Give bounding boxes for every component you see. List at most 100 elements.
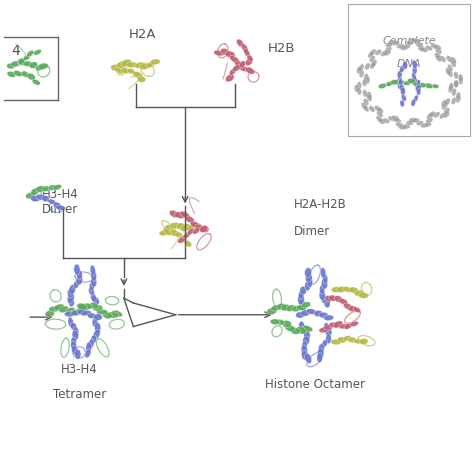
Ellipse shape <box>348 337 356 343</box>
Text: Histone Octamer: Histone Octamer <box>265 378 365 392</box>
Ellipse shape <box>374 106 381 112</box>
Ellipse shape <box>319 327 329 333</box>
Ellipse shape <box>27 73 36 80</box>
Ellipse shape <box>386 82 392 86</box>
Ellipse shape <box>307 309 317 314</box>
Ellipse shape <box>343 287 352 292</box>
Ellipse shape <box>304 331 310 340</box>
Ellipse shape <box>359 70 364 77</box>
Ellipse shape <box>102 312 112 319</box>
Ellipse shape <box>391 80 400 85</box>
Ellipse shape <box>426 118 433 123</box>
Ellipse shape <box>71 323 77 331</box>
Ellipse shape <box>449 82 454 90</box>
Ellipse shape <box>296 305 307 310</box>
Ellipse shape <box>458 77 463 84</box>
Ellipse shape <box>232 64 241 72</box>
Ellipse shape <box>331 339 341 345</box>
Ellipse shape <box>296 327 307 334</box>
Ellipse shape <box>396 122 403 127</box>
Ellipse shape <box>349 287 359 293</box>
Ellipse shape <box>399 84 404 91</box>
Text: H2A: H2A <box>129 28 156 41</box>
Ellipse shape <box>48 199 56 204</box>
Ellipse shape <box>91 293 96 302</box>
Ellipse shape <box>440 56 446 62</box>
Ellipse shape <box>31 188 39 195</box>
Ellipse shape <box>239 65 248 72</box>
Ellipse shape <box>451 97 456 104</box>
Ellipse shape <box>409 118 417 122</box>
Ellipse shape <box>281 304 290 311</box>
Ellipse shape <box>364 73 368 81</box>
Ellipse shape <box>72 330 79 340</box>
Ellipse shape <box>247 55 253 62</box>
Ellipse shape <box>406 41 414 45</box>
Ellipse shape <box>376 111 383 117</box>
Ellipse shape <box>415 82 419 90</box>
Ellipse shape <box>397 44 404 48</box>
Ellipse shape <box>164 228 171 236</box>
Ellipse shape <box>363 105 369 112</box>
Ellipse shape <box>446 68 450 75</box>
Ellipse shape <box>112 310 122 317</box>
Ellipse shape <box>319 285 325 294</box>
Ellipse shape <box>59 306 68 313</box>
Ellipse shape <box>388 40 395 45</box>
Ellipse shape <box>93 329 100 339</box>
Ellipse shape <box>418 46 425 51</box>
Text: Dimer: Dimer <box>293 225 330 238</box>
Ellipse shape <box>331 287 342 292</box>
Text: Complete: Complete <box>382 36 436 46</box>
Ellipse shape <box>369 106 375 112</box>
Ellipse shape <box>407 78 416 83</box>
Ellipse shape <box>42 186 50 191</box>
Ellipse shape <box>357 88 362 95</box>
Ellipse shape <box>362 79 367 86</box>
Ellipse shape <box>398 80 404 85</box>
Ellipse shape <box>321 278 328 289</box>
Ellipse shape <box>32 79 40 85</box>
Ellipse shape <box>403 81 411 85</box>
Ellipse shape <box>378 118 385 124</box>
Ellipse shape <box>277 303 286 310</box>
Ellipse shape <box>392 116 399 120</box>
Text: DNA: DNA <box>397 59 421 69</box>
Ellipse shape <box>193 223 201 229</box>
Ellipse shape <box>397 77 402 84</box>
Ellipse shape <box>452 89 456 96</box>
Ellipse shape <box>127 62 137 68</box>
Text: H3-H4: H3-H4 <box>61 363 98 376</box>
Ellipse shape <box>299 291 304 300</box>
Ellipse shape <box>425 83 433 89</box>
Ellipse shape <box>85 349 91 358</box>
Ellipse shape <box>241 44 248 52</box>
Ellipse shape <box>417 88 421 95</box>
Ellipse shape <box>110 64 122 71</box>
Ellipse shape <box>454 80 458 88</box>
Text: H3-H4
Dimer: H3-H4 Dimer <box>41 188 78 216</box>
Ellipse shape <box>146 62 155 68</box>
Ellipse shape <box>378 83 386 89</box>
Ellipse shape <box>412 66 417 74</box>
Ellipse shape <box>89 287 94 295</box>
Ellipse shape <box>92 305 103 311</box>
Ellipse shape <box>49 306 60 312</box>
Ellipse shape <box>200 226 208 232</box>
Ellipse shape <box>322 340 328 347</box>
Ellipse shape <box>337 286 346 292</box>
Ellipse shape <box>91 277 97 287</box>
Ellipse shape <box>73 280 79 289</box>
Ellipse shape <box>69 284 76 294</box>
Ellipse shape <box>287 305 295 311</box>
Ellipse shape <box>356 66 362 74</box>
Ellipse shape <box>133 72 143 78</box>
Ellipse shape <box>245 58 253 66</box>
Ellipse shape <box>364 98 369 105</box>
Ellipse shape <box>317 353 322 363</box>
Ellipse shape <box>170 229 179 237</box>
Ellipse shape <box>179 235 187 242</box>
Ellipse shape <box>75 309 85 314</box>
Ellipse shape <box>376 116 383 122</box>
Ellipse shape <box>416 84 421 92</box>
